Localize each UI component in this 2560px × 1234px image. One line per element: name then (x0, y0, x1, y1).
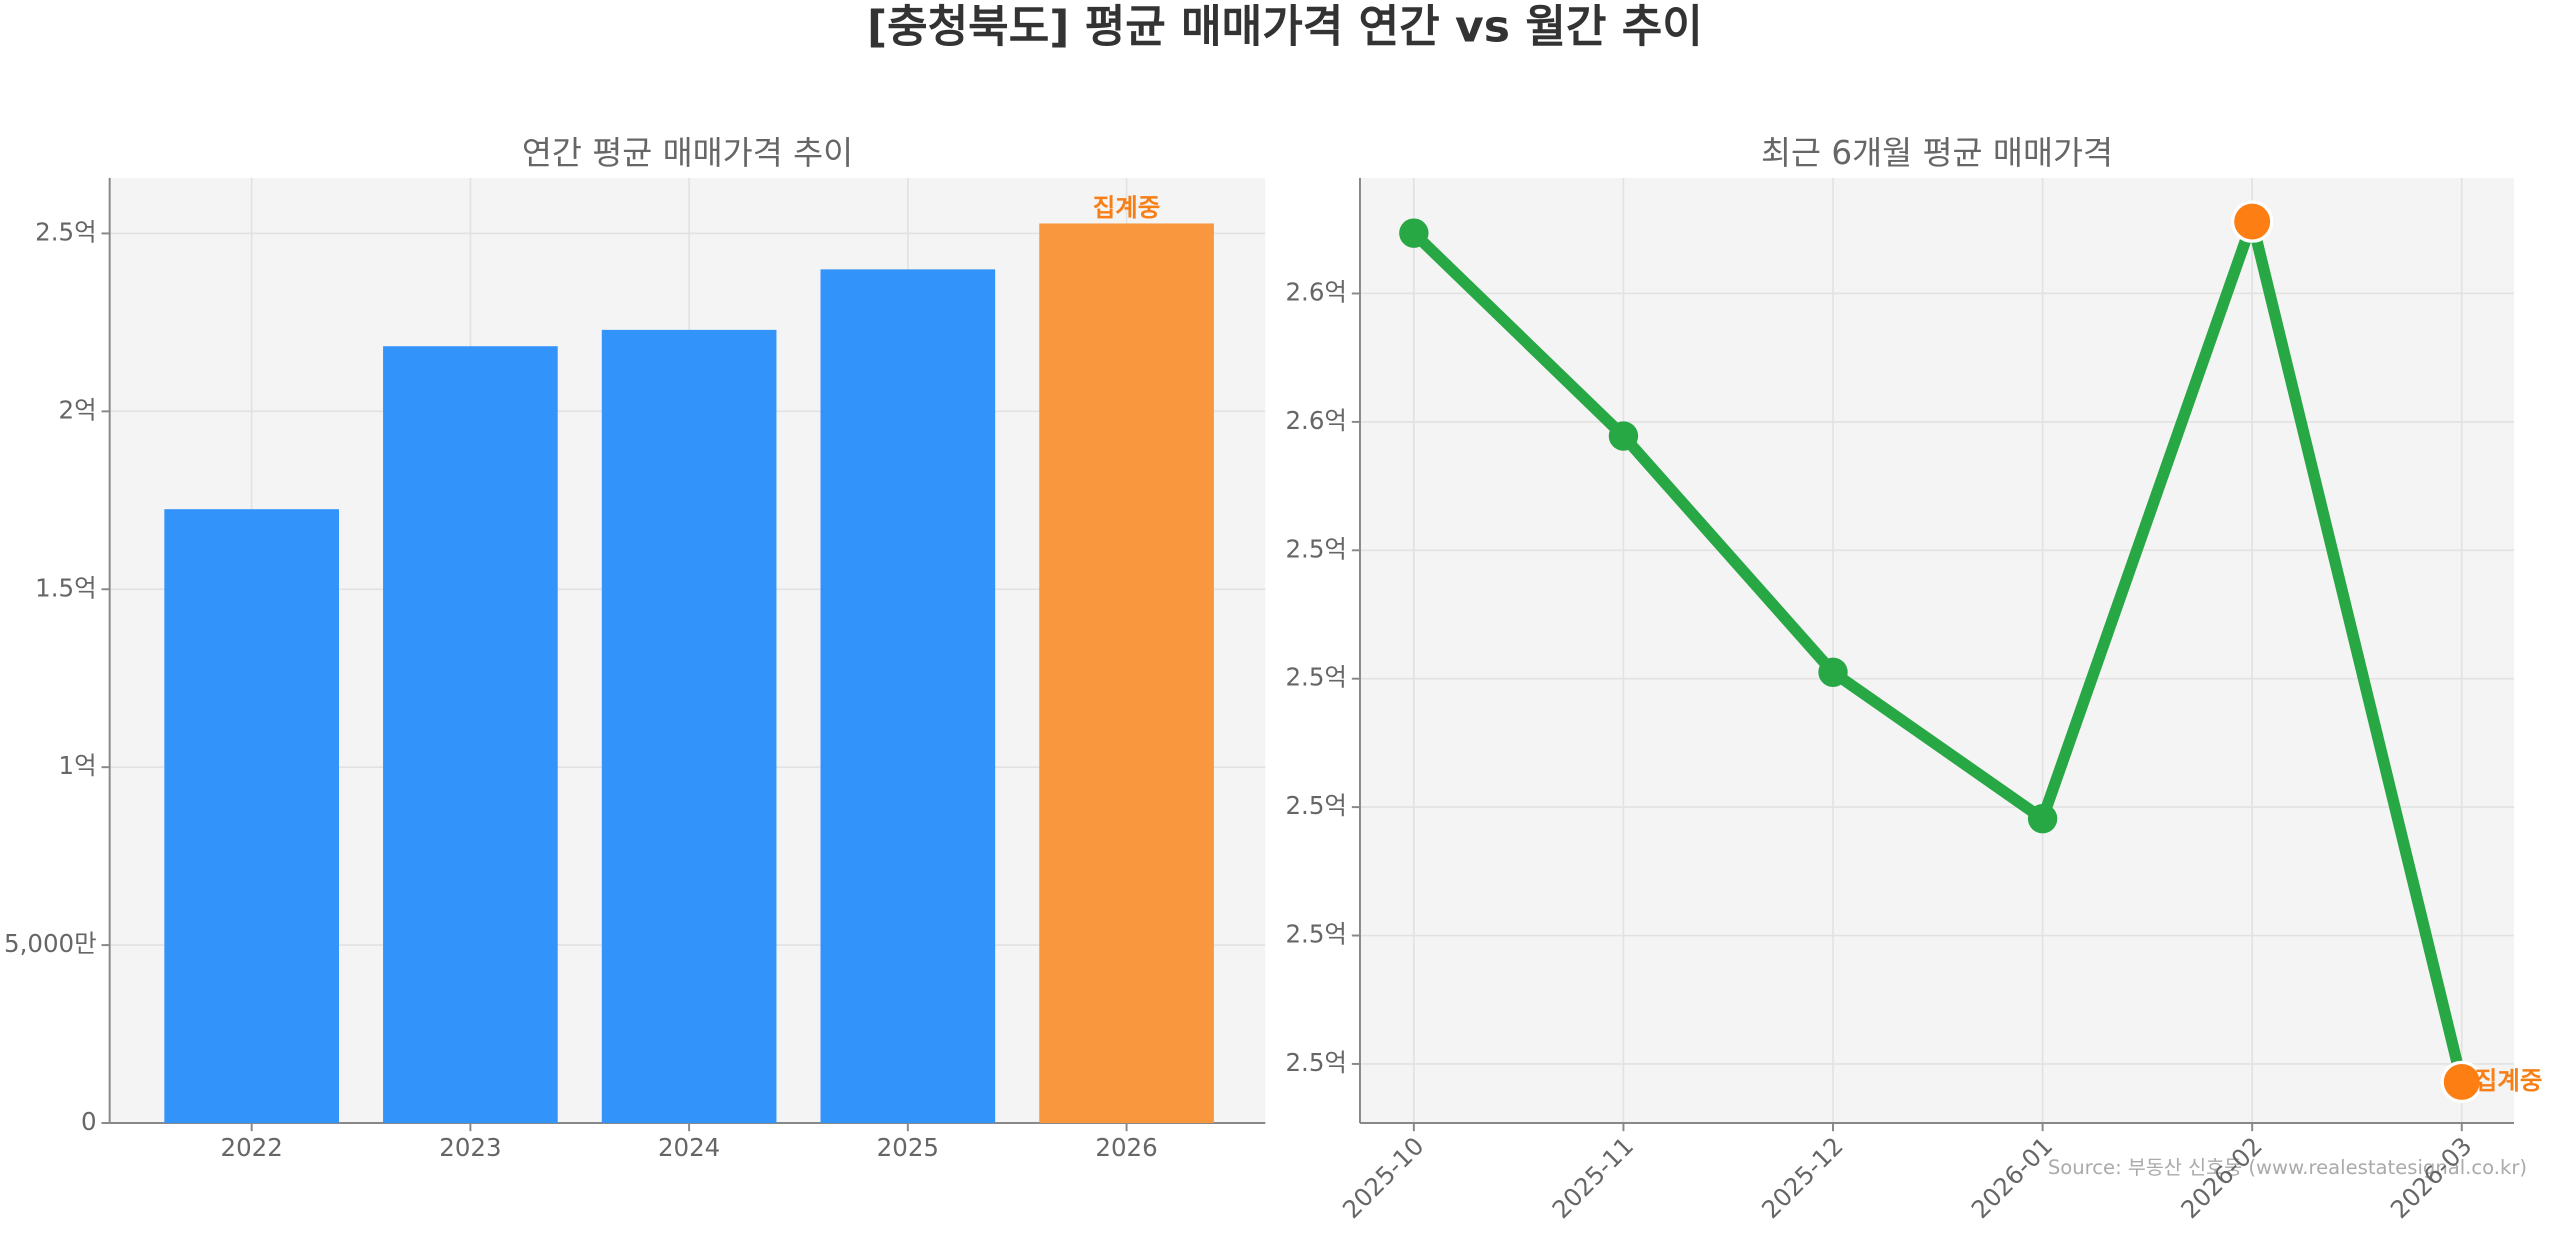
y-tick-label: 0 (81, 1107, 97, 1136)
annotation: 집계중 (1093, 193, 1161, 222)
y-tick-label: 2.5억 (1285, 663, 1346, 692)
figure-title: [충청북도] 평균 매매가격 연간 vs 월간 추이 (867, 1, 1703, 52)
x-tick-label: 2026 (1095, 1133, 1157, 1162)
y-tick-label: 2.5억 (1285, 1048, 1346, 1077)
y-tick-label: 2억 (59, 395, 97, 424)
marker (2230, 200, 2274, 243)
y-tick-label: 2.5억 (1285, 534, 1346, 563)
y-tick-label: 2.5억 (1285, 791, 1346, 820)
chart-title: 최근 6개월 평균 매매가격 (1761, 134, 2113, 172)
bar (164, 509, 339, 1124)
y-tick-label: 5,000만 (4, 929, 97, 958)
x-tick-label: 2025 (877, 1133, 939, 1162)
marker (1818, 657, 1848, 687)
x-tick-label: 2022 (221, 1133, 283, 1162)
x-tick-label: 2024 (658, 1133, 720, 1162)
plot-background (1359, 177, 2514, 1124)
bar (383, 346, 558, 1124)
line (1409, 215, 2468, 1084)
y-tick-label: 2.5억 (35, 217, 96, 246)
y-tick-label: 1억 (59, 751, 97, 780)
y-tick-label: 2.5억 (1285, 920, 1346, 949)
chart-title: 연간 평균 매매가격 추이 (522, 134, 853, 172)
marker (1399, 218, 1429, 248)
bar (820, 269, 996, 1124)
marker (2440, 1060, 2483, 1104)
marker (1608, 421, 1639, 451)
x-tick-label: 2026-01 (1966, 1131, 2059, 1224)
x-tick-label: 2025-12 (1756, 1131, 1849, 1224)
y-tick-label: 1.5억 (35, 573, 96, 602)
x-tick-label: 2025-10 (1337, 1131, 1430, 1224)
y-tick-label: 2.6억 (1285, 406, 1346, 435)
x-tick-label: 2025-11 (1546, 1131, 1639, 1224)
y-tick-label: 2.6억 (1285, 277, 1346, 306)
marker (2027, 803, 2058, 834)
x-tick-label: 2023 (439, 1133, 501, 1162)
bar (1039, 223, 1214, 1124)
bar (601, 329, 777, 1124)
annotation: 집계중 (2475, 1066, 2543, 1095)
source: Source: 부동산 신호등 (www.realestatesignal.co… (2048, 1156, 2527, 1179)
